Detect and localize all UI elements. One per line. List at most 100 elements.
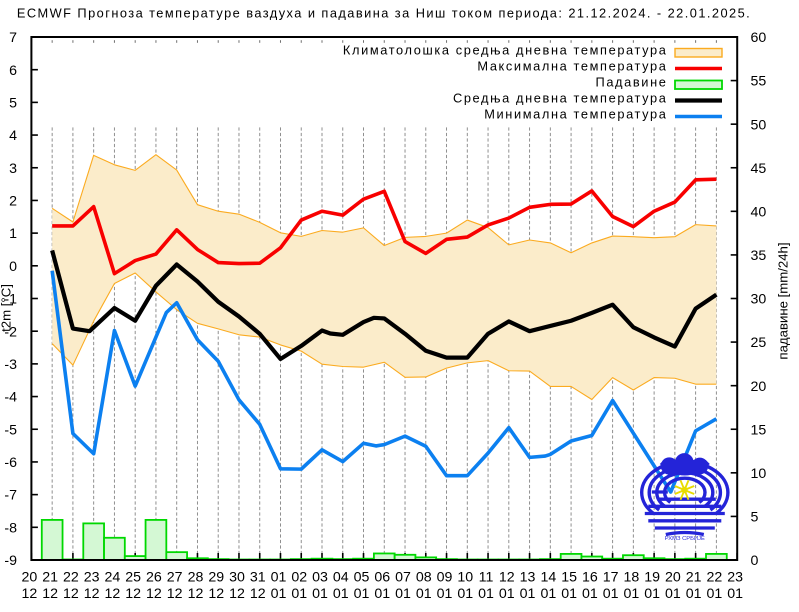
- svg-text:01: 01: [644, 586, 660, 602]
- svg-text:01: 01: [478, 586, 494, 602]
- svg-text:16: 16: [582, 570, 598, 586]
- svg-text:01: 01: [437, 586, 453, 602]
- svg-text:падавине [mm/24h]: падавине [mm/24h]: [776, 242, 791, 359]
- svg-text:20: 20: [22, 570, 38, 586]
- svg-text:-4: -4: [4, 390, 17, 406]
- svg-text:03: 03: [312, 570, 328, 586]
- svg-text:01: 01: [312, 586, 328, 602]
- svg-text:01: 01: [706, 586, 722, 602]
- svg-text:60: 60: [751, 30, 767, 46]
- svg-text:12: 12: [42, 586, 58, 602]
- svg-text:05: 05: [354, 570, 370, 586]
- svg-text:12: 12: [499, 570, 515, 586]
- svg-text:23: 23: [84, 570, 100, 586]
- svg-text:50: 50: [751, 117, 767, 133]
- svg-text:06: 06: [374, 570, 390, 586]
- svg-text:12: 12: [208, 586, 224, 602]
- svg-text:01: 01: [499, 586, 515, 602]
- svg-text:01: 01: [271, 586, 287, 602]
- svg-text:Максимална температура: Максимална температура: [477, 59, 667, 74]
- svg-text:-7: -7: [4, 488, 17, 504]
- svg-text:21: 21: [42, 570, 58, 586]
- svg-text:31: 31: [250, 570, 266, 586]
- svg-text:15: 15: [561, 570, 577, 586]
- svg-text:14: 14: [540, 570, 556, 586]
- svg-text:12: 12: [146, 586, 162, 602]
- svg-text:24: 24: [105, 570, 121, 586]
- svg-text:29: 29: [208, 570, 224, 586]
- svg-text:01: 01: [333, 586, 349, 602]
- svg-text:-3: -3: [4, 357, 17, 373]
- svg-text:08: 08: [416, 570, 432, 586]
- svg-text:01: 01: [665, 586, 681, 602]
- svg-text:01: 01: [582, 586, 598, 602]
- svg-text:30: 30: [229, 570, 245, 586]
- svg-text:30: 30: [751, 292, 767, 308]
- svg-text:20: 20: [665, 570, 681, 586]
- svg-text:0: 0: [9, 259, 17, 275]
- svg-text:2: 2: [9, 194, 17, 210]
- svg-text:01: 01: [457, 586, 473, 602]
- svg-text:3: 3: [9, 161, 17, 177]
- svg-text:01: 01: [374, 586, 390, 602]
- svg-text:17: 17: [603, 570, 619, 586]
- svg-text:45: 45: [751, 161, 767, 177]
- svg-text:-6: -6: [4, 455, 17, 471]
- svg-text:01: 01: [354, 586, 370, 602]
- svg-text:26: 26: [146, 570, 162, 586]
- svg-text:-5: -5: [4, 422, 17, 438]
- svg-text:5: 5: [9, 95, 17, 111]
- svg-text:35: 35: [751, 248, 767, 264]
- svg-text:27: 27: [167, 570, 183, 586]
- svg-text:25: 25: [125, 570, 141, 586]
- svg-text:22: 22: [706, 570, 722, 586]
- svg-text:12: 12: [125, 586, 141, 602]
- svg-text:12: 12: [63, 586, 79, 602]
- svg-text:Средња дневна температура: Средња дневна температура: [453, 91, 668, 106]
- svg-text:-1: -1: [4, 292, 17, 308]
- svg-text:12: 12: [229, 586, 245, 602]
- svg-text:0: 0: [751, 553, 759, 569]
- svg-text:18: 18: [623, 570, 639, 586]
- svg-text:01: 01: [686, 586, 702, 602]
- svg-text:02: 02: [291, 570, 307, 586]
- svg-text:04: 04: [333, 570, 349, 586]
- svg-text:11: 11: [479, 570, 494, 586]
- svg-text:01: 01: [291, 586, 307, 602]
- svg-text:01: 01: [603, 586, 619, 602]
- svg-text:-9: -9: [4, 553, 17, 569]
- svg-text:12: 12: [105, 586, 121, 602]
- svg-text:1: 1: [9, 226, 17, 242]
- svg-text:19: 19: [644, 570, 660, 586]
- svg-text:01: 01: [395, 586, 411, 602]
- svg-text:t2m [°C]: t2m [°C]: [0, 284, 14, 332]
- svg-text:40: 40: [751, 204, 767, 220]
- svg-text:7: 7: [9, 30, 17, 46]
- svg-text:12: 12: [188, 586, 204, 602]
- svg-text:12: 12: [22, 586, 38, 602]
- svg-text:РХМЗ СРБИЈЕ: РХМЗ СРБИЈЕ: [665, 536, 705, 542]
- svg-text:Падавине: Падавине: [596, 75, 668, 90]
- svg-text:12: 12: [84, 586, 100, 602]
- svg-text:13: 13: [520, 570, 536, 586]
- svg-text:10: 10: [457, 570, 473, 586]
- svg-text:01: 01: [416, 586, 432, 602]
- svg-text:01: 01: [623, 586, 639, 602]
- svg-text:4: 4: [9, 128, 17, 144]
- svg-text:01: 01: [520, 586, 536, 602]
- svg-text:21: 21: [686, 570, 702, 586]
- svg-text:55: 55: [751, 74, 767, 90]
- svg-text:12: 12: [250, 586, 266, 602]
- svg-text:07: 07: [395, 570, 411, 586]
- svg-text:15: 15: [751, 422, 767, 438]
- svg-text:-8: -8: [4, 520, 17, 536]
- svg-text:5: 5: [751, 510, 759, 526]
- svg-text:ECMWF Прогноза температуре ваз: ECMWF Прогноза температуре ваздуха и пад…: [17, 6, 751, 21]
- svg-text:01: 01: [727, 586, 743, 602]
- svg-text:12: 12: [167, 586, 183, 602]
- svg-text:Минимална температура: Минимална температура: [484, 107, 667, 122]
- svg-text:22: 22: [63, 570, 79, 586]
- svg-text:25: 25: [751, 335, 767, 351]
- svg-text:10: 10: [751, 466, 767, 482]
- svg-text:Климатолошка средња дневна тем: Климатолошка средња дневна температура: [343, 43, 668, 58]
